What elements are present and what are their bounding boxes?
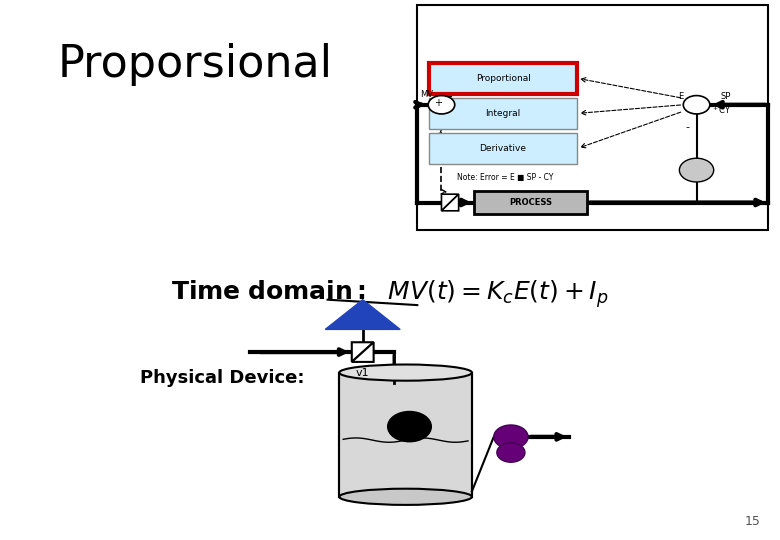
Polygon shape bbox=[352, 342, 374, 362]
Ellipse shape bbox=[339, 489, 472, 505]
Polygon shape bbox=[325, 300, 400, 329]
Circle shape bbox=[679, 158, 714, 182]
Circle shape bbox=[388, 411, 431, 442]
Text: v1: v1 bbox=[356, 368, 370, 377]
Text: PROCESS: PROCESS bbox=[509, 198, 552, 207]
Text: +: + bbox=[434, 98, 442, 108]
Circle shape bbox=[497, 443, 525, 462]
FancyBboxPatch shape bbox=[474, 191, 587, 214]
Circle shape bbox=[428, 96, 455, 114]
FancyBboxPatch shape bbox=[429, 98, 577, 129]
Text: MV: MV bbox=[420, 90, 433, 99]
Polygon shape bbox=[441, 194, 459, 211]
Text: Proportional: Proportional bbox=[476, 74, 530, 83]
Text: Physical Device:: Physical Device: bbox=[140, 369, 305, 387]
Ellipse shape bbox=[339, 364, 472, 381]
FancyBboxPatch shape bbox=[429, 133, 577, 164]
Text: $\mathbf{Time\ domain:}$  $MV(t) = K_c E(t) + I_p$: $\mathbf{Time\ domain:}$ $MV(t) = K_c E(… bbox=[171, 279, 609, 310]
Text: 15: 15 bbox=[745, 515, 760, 528]
Text: Derivative: Derivative bbox=[480, 144, 526, 153]
Text: SP: SP bbox=[720, 92, 731, 100]
FancyBboxPatch shape bbox=[339, 373, 472, 497]
Text: Note: Error = E ■ SP - CY: Note: Error = E ■ SP - CY bbox=[457, 173, 554, 181]
Text: Integral: Integral bbox=[485, 109, 521, 118]
Circle shape bbox=[494, 425, 528, 449]
FancyBboxPatch shape bbox=[429, 63, 577, 94]
Text: E: E bbox=[679, 92, 683, 100]
Text: $^+$CY: $^+$CY bbox=[711, 104, 732, 116]
Circle shape bbox=[683, 96, 710, 114]
Polygon shape bbox=[441, 194, 459, 211]
Text: Proporsional: Proporsional bbox=[58, 43, 332, 86]
FancyBboxPatch shape bbox=[417, 5, 768, 230]
Text: -: - bbox=[685, 122, 690, 132]
Polygon shape bbox=[352, 342, 374, 362]
